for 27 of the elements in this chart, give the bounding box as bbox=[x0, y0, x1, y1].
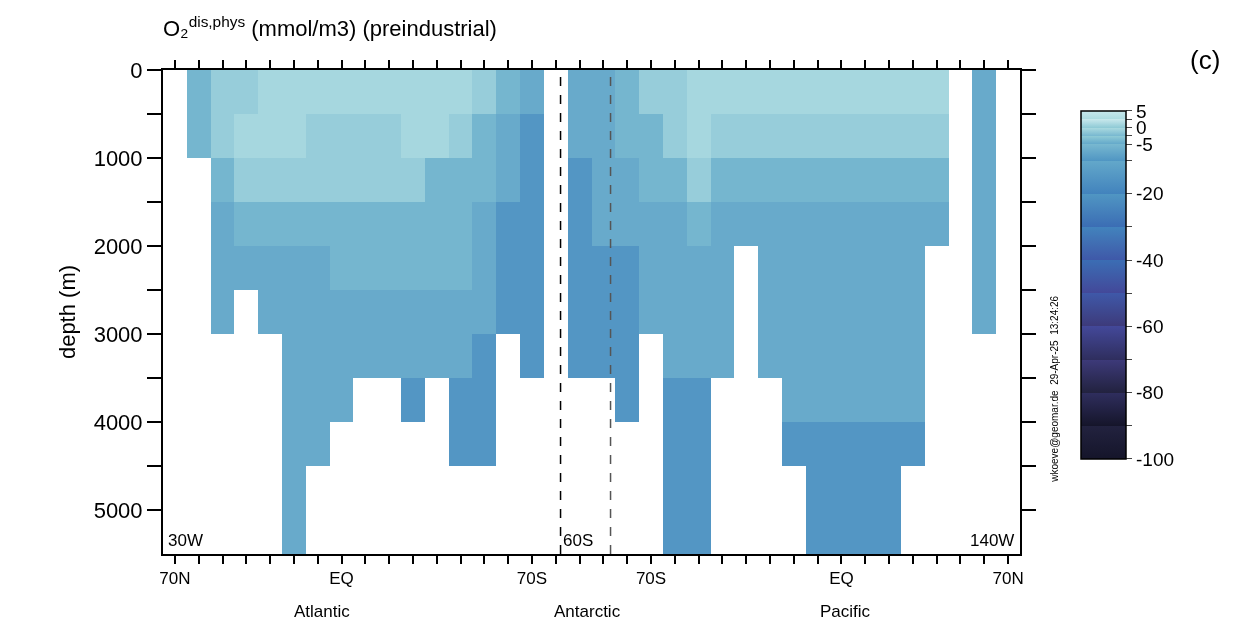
x-tick-label: 70S bbox=[516, 569, 548, 589]
color-bar-label: -20 bbox=[1136, 183, 1164, 205]
y-tick-label: 2000 bbox=[93, 233, 143, 259]
y-axis-title: depth (m) bbox=[54, 264, 80, 360]
chart-title: O₂$^{dis,phys}$ (mmol/m3) (preindustrial) bbox=[163, 12, 497, 41]
annotation: 30W bbox=[168, 531, 203, 550]
color-bar-label: -80 bbox=[1136, 382, 1164, 404]
y-tick-label: 1000 bbox=[93, 145, 143, 171]
color-bar-label: -60 bbox=[1136, 315, 1164, 337]
x-tick-label: EQ bbox=[329, 569, 354, 589]
annotation: 60S bbox=[563, 531, 594, 550]
annotation: 140W bbox=[970, 531, 1015, 550]
color-bar-label: -40 bbox=[1136, 249, 1164, 271]
x-tick-label: 70S bbox=[635, 569, 667, 589]
x-tick-label: EQ bbox=[829, 569, 854, 589]
text: Antarctic bbox=[554, 602, 621, 621]
text: Atlantic bbox=[294, 602, 351, 621]
color-bar-label: -100 bbox=[1136, 448, 1175, 470]
x-tick-label: 70N bbox=[992, 569, 1024, 589]
y-tick-label: 5000 bbox=[93, 497, 143, 523]
text: Pacific bbox=[820, 602, 871, 621]
text: wkoeve@geomar.de 29-Apr-25 13:24:26 bbox=[1048, 295, 1060, 483]
text: (c) bbox=[1190, 45, 1221, 75]
x-tick-label: 70N bbox=[159, 569, 191, 589]
y-tick-label: 0 bbox=[130, 57, 143, 83]
y-tick-label: 3000 bbox=[93, 321, 143, 347]
y-tick-label: 4000 bbox=[93, 409, 143, 435]
